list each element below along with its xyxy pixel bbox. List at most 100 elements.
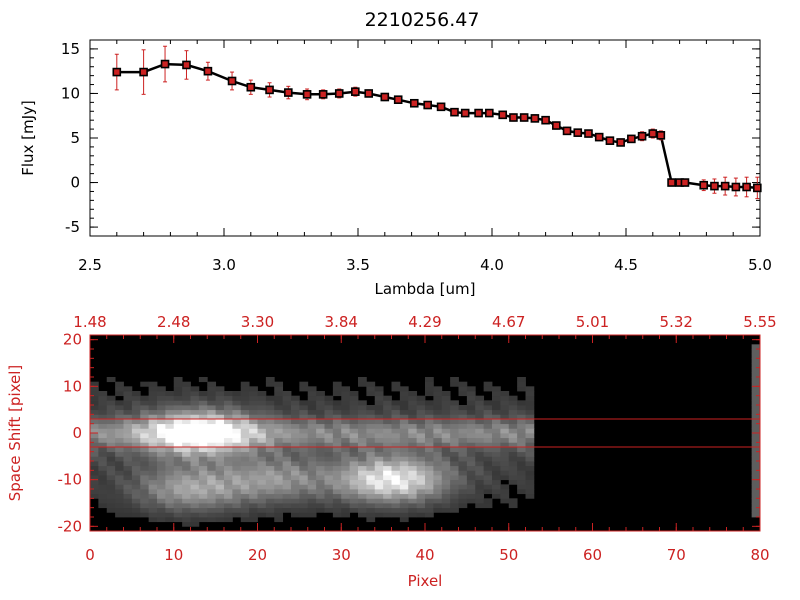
- heatmap-cell: [240, 493, 250, 499]
- heatmap-cell: [140, 442, 150, 448]
- heatmap-cell: [483, 437, 493, 443]
- heatmap-cell: [349, 409, 359, 415]
- heatmap-cell: [265, 447, 275, 453]
- heatmap-cell: [408, 451, 418, 457]
- heatmap-cell: [257, 409, 267, 415]
- heatmap-cell: [265, 419, 275, 425]
- heatmap-cell: [240, 479, 250, 485]
- heatmap-cell: [274, 437, 284, 443]
- heatmap-cell: [257, 414, 267, 420]
- heatmap-cell: [425, 456, 434, 462]
- heatmap-cell: [224, 512, 233, 518]
- heatmap-cell: [483, 400, 493, 406]
- heatmap-cell: [291, 409, 300, 415]
- heatmap-cell: [232, 489, 242, 495]
- heatmap-cell: [182, 503, 191, 509]
- heatmap-cell: [450, 456, 459, 462]
- heatmap-cell: [123, 503, 133, 509]
- heatmap-cell: [148, 433, 158, 439]
- heatmap-cell: [173, 475, 183, 481]
- heatmap-cell: [349, 484, 359, 490]
- heatmap-cell: [115, 461, 124, 467]
- heatmap-cell: [157, 451, 166, 457]
- heatmap-cell: [466, 470, 476, 476]
- data-point: [227, 76, 237, 86]
- heatmap-cell: [173, 507, 183, 513]
- heatmap-cell: [198, 475, 208, 481]
- heatmap-cell: [450, 377, 459, 383]
- heatmap-cell: [307, 493, 317, 499]
- heatmap-cell: [157, 512, 166, 518]
- heatmap-cell: [265, 423, 275, 429]
- heatmap-cell: [123, 433, 133, 439]
- heatmap-cell: [458, 498, 468, 504]
- heatmap-cell: [165, 456, 175, 462]
- heatmap-cell: [492, 419, 501, 425]
- heatmap-cell: [525, 489, 535, 495]
- heatmap-cell: [391, 428, 401, 434]
- heatmap-cell: [98, 423, 108, 429]
- heatmap-cell: [517, 484, 526, 490]
- heatmap-cell: [90, 405, 99, 411]
- heatmap-cell: [383, 442, 392, 448]
- heatmap-cell: [299, 428, 309, 434]
- heatmap-cell: [483, 442, 493, 448]
- heatmap-cell: [249, 465, 258, 471]
- heatmap-cell: [232, 428, 242, 434]
- heatmap-cell: [450, 428, 459, 434]
- heatmap-cell: [249, 423, 258, 429]
- heatmap-cell: [123, 493, 133, 499]
- heatmap-cell: [165, 400, 175, 406]
- heatmap-cell: [408, 512, 418, 518]
- heatmap-cell: [751, 456, 761, 462]
- heatmap-cell: [441, 428, 451, 434]
- heatmap-cell: [349, 451, 359, 457]
- heatmap-cell: [232, 442, 242, 448]
- heatmap-cell: [198, 391, 208, 397]
- heatmap-cell: [215, 498, 225, 504]
- heatmap-cell: [324, 400, 334, 406]
- heatmap-cell: [358, 428, 367, 434]
- heatmap-cell: [358, 489, 367, 495]
- heatmap-cell: [165, 479, 175, 485]
- heatmap-cell: [198, 447, 208, 453]
- heatmap-cell: [383, 484, 392, 490]
- heatmap-cell: [90, 489, 99, 495]
- heatmap-cell: [123, 423, 133, 429]
- heatmap-cell: [173, 423, 183, 429]
- heatmap-cell: [751, 433, 761, 439]
- heatmap-cell: [224, 498, 233, 504]
- heatmap-cell: [282, 433, 292, 439]
- heatmap-cell: [157, 498, 166, 504]
- heatmap-cell: [316, 484, 325, 490]
- heatmap-cell: [341, 493, 351, 499]
- heatmap-cell: [190, 456, 200, 462]
- heatmap-cell: [232, 493, 242, 499]
- heatmap-cell: [106, 405, 116, 411]
- heatmap-cell: [257, 442, 267, 448]
- heatmap-cell: [475, 489, 485, 495]
- heatmap-cell: [508, 419, 518, 425]
- heatmap-cell: [399, 503, 409, 509]
- heatmap-cell: [358, 507, 367, 513]
- heatmap-cell: [249, 386, 258, 392]
- heatmap-cell: [224, 507, 233, 513]
- heatmap-cell: [224, 419, 233, 425]
- heatmap-cell: [240, 423, 250, 429]
- heatmap-cell: [458, 414, 468, 420]
- heatmap-cell: [433, 447, 443, 453]
- heatmap-cell: [148, 437, 158, 443]
- heatmap-cell: [157, 391, 166, 397]
- heatmap-cell: [265, 456, 275, 462]
- heatmap-cell: [399, 423, 409, 429]
- heatmap-cell: [224, 423, 233, 429]
- heatmap-cell: [190, 428, 200, 434]
- heatmap-cell: [148, 456, 158, 462]
- spectral-image: 0 10 20 30 40 50 60 70 80 1.48 2.48 3.30 3.84 4.29 4.…: [6, 313, 777, 590]
- heatmap-cell: [475, 484, 485, 490]
- heatmap-cell: [115, 391, 124, 397]
- heatmap-cell: [492, 484, 501, 490]
- heatmap-cell: [157, 419, 166, 425]
- heatmap-cell: [483, 461, 493, 467]
- heatmap-cell: [232, 512, 242, 518]
